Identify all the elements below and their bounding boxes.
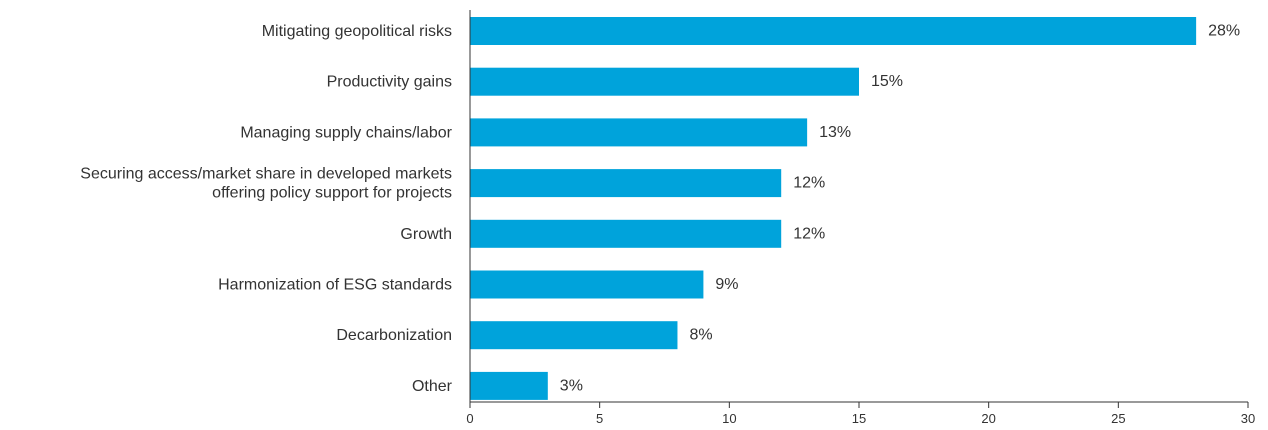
bar-productivity-gains: [470, 67, 859, 96]
x-tick-label-10: 10: [722, 411, 736, 426]
value-label-decarbonization: 8%: [689, 327, 712, 344]
x-tick-label-25: 25: [1111, 411, 1125, 426]
value-label-managing-supply-chains: 13%: [819, 124, 851, 141]
value-label-mitigating-geopolitical-risks: 28%: [1208, 23, 1240, 40]
value-label-securing-access-market: 12%: [793, 175, 825, 192]
category-label-securing-access-market: Securing access/market share in develope…: [80, 165, 452, 201]
bar-growth: [470, 219, 782, 248]
bars: [470, 17, 1197, 400]
bar-harmonization-of-esg: [470, 270, 704, 299]
category-label-decarbonization: Decarbonization: [336, 327, 452, 344]
category-label-productivity-gains: Productivity gains: [327, 73, 452, 90]
category-label-other: Other: [412, 377, 453, 394]
x-tick-label-15: 15: [852, 411, 866, 426]
category-label-mitigating-geopolitical-risks: Mitigating geopolitical risks: [262, 23, 452, 40]
value-label-growth: 12%: [793, 225, 825, 242]
category-label-managing-supply-chains: Managing supply chains/labor: [240, 124, 452, 141]
bar-other: [470, 371, 548, 400]
bar-managing-supply-chains: [470, 118, 808, 147]
category-labels: Mitigating geopolitical risks Productivit…: [80, 23, 452, 395]
axes: 0 5 10 15 20 25 30: [466, 10, 1255, 426]
x-tick-label-0: 0: [466, 411, 473, 426]
bar-securing-access-market: [470, 169, 782, 198]
value-labels: 28% 15% 13% 12% 12% 9% 8% 3%: [560, 23, 1240, 395]
bar-decarbonization: [470, 321, 678, 350]
x-tick-label-5: 5: [596, 411, 603, 426]
x-tick-label-20: 20: [981, 411, 995, 426]
category-label-harmonization-of-esg: Harmonization of ESG standards: [218, 276, 452, 293]
x-tick-label-30: 30: [1241, 411, 1255, 426]
value-label-harmonization-of-esg: 9%: [715, 276, 738, 293]
value-label-other: 3%: [560, 377, 583, 394]
value-label-productivity-gains: 15%: [871, 73, 903, 90]
bar-mitigating-geopolitical-risks: [470, 17, 1197, 45]
category-label-growth: Growth: [400, 225, 452, 242]
